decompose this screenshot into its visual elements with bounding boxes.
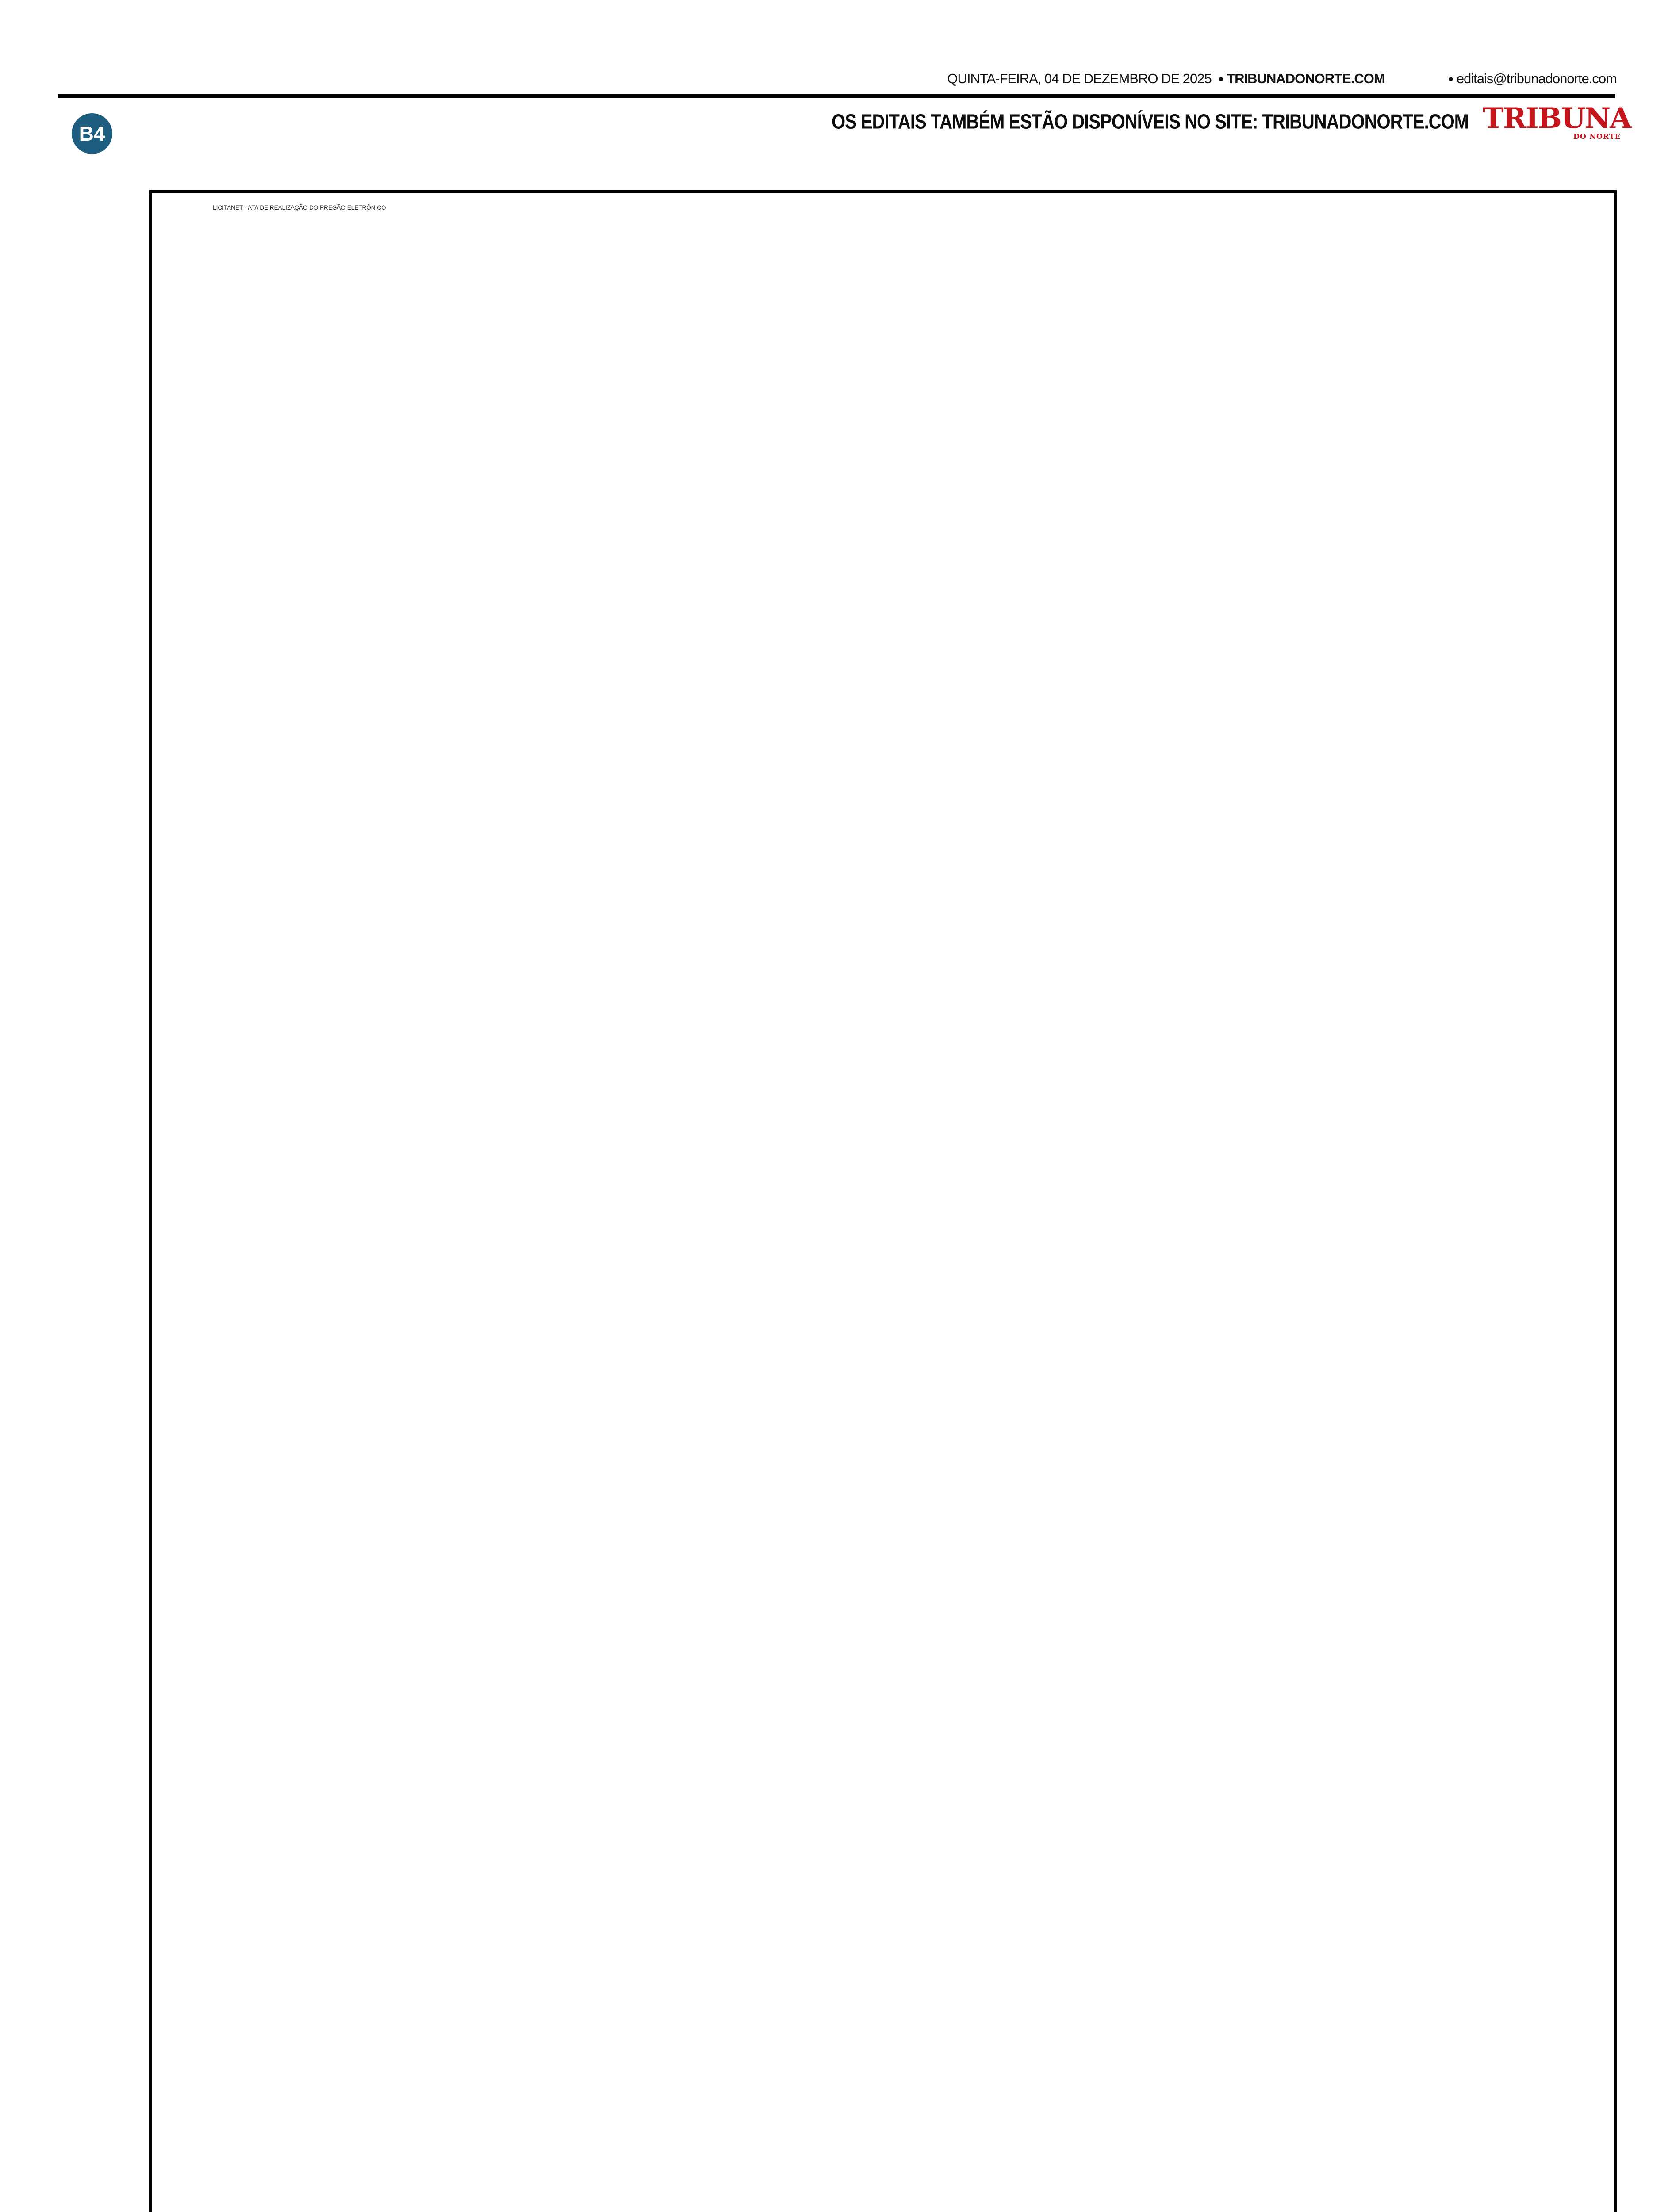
masthead: QUINTA-FEIRA, 04 DE DEZEMBRO DE 2025 • TR… — [0, 71, 1617, 88]
masthead-date: QUINTA-FEIRA, 04 DE DEZEMBRO DE 2025 — [947, 71, 1212, 86]
editais-frame: LICITANET - ATA DE REALIZAÇÃO DO PREGÃO … — [149, 190, 1617, 2212]
bullet-icon: • — [1448, 71, 1453, 88]
newspaper-logo-title: TRIBUNA — [1483, 102, 1632, 135]
editais-banner: OS EDITAIS TAMBÉM ESTÃO DISPONÍVEIS NO S… — [831, 111, 1469, 133]
news-column-1: LICITANET - ATA DE REALIZAÇÃO DO PREGÃO … — [157, 198, 442, 2212]
minipage-header: LICITANET - ATA DE REALIZAÇÃO DO PREGÃO … — [157, 198, 442, 215]
document-cover — [157, 215, 442, 232]
running-title: LICITANET - ATA DE REALIZAÇÃO DO PREGÃO … — [213, 204, 386, 211]
masthead-email[interactable]: editais@tribunadonorte.com — [1456, 71, 1617, 86]
masthead-site[interactable]: TRIBUNADONORTE.COM — [1227, 71, 1385, 86]
top-rule — [58, 94, 1615, 98]
newspaper-logo-sub: DO NORTE — [1573, 132, 1621, 141]
newspaper-logo: TRIBUNA DO NORTE — [1483, 102, 1632, 141]
pdf-minipage: LICITANET - ATA DE REALIZAÇÃO DO PREGÃO … — [157, 198, 442, 758]
bullet-icon: • — [1218, 71, 1223, 88]
page-badge: B4 — [72, 113, 112, 154]
